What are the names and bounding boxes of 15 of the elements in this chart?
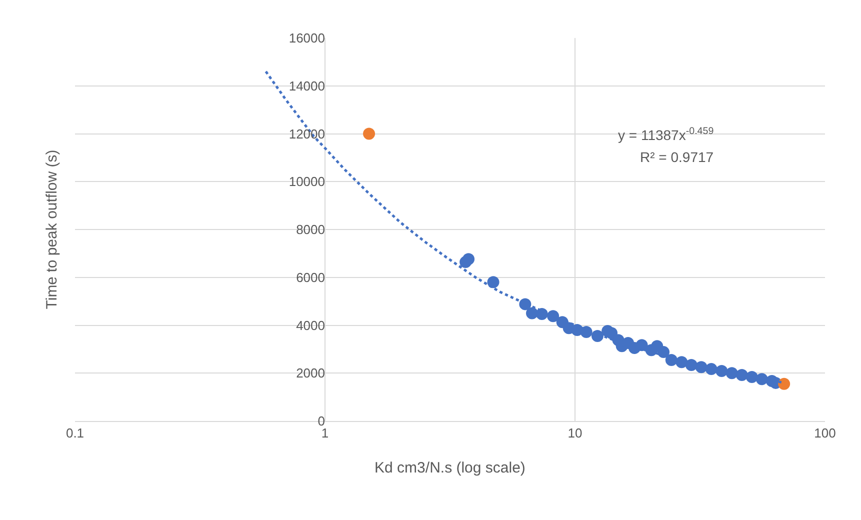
x-tick-label: 10 [568,426,582,441]
y-tick-label: 10000 [288,174,325,190]
x-tick-label: 0.1 [66,426,84,441]
y-tick-label: 4000 [296,318,325,333]
x-tick-label: 100 [814,426,836,441]
y-axis-title: Time to peak outflow (s) [43,150,60,310]
y-tick-label: 6000 [296,270,325,285]
y-tick-label: 8000 [296,222,325,238]
y-tick-label: 2000 [296,366,325,381]
annotation: R² = 0.9717 [640,149,714,165]
x-axis-title: Kd cm3/N.s (log scale) [374,460,526,477]
y-tick-label: 14000 [288,78,325,94]
y-tick-label: 12000 [288,126,325,142]
annotation: y = 11387x$^{-0.459}$ [618,126,714,143]
y-tick-label: 16000 [288,30,325,46]
